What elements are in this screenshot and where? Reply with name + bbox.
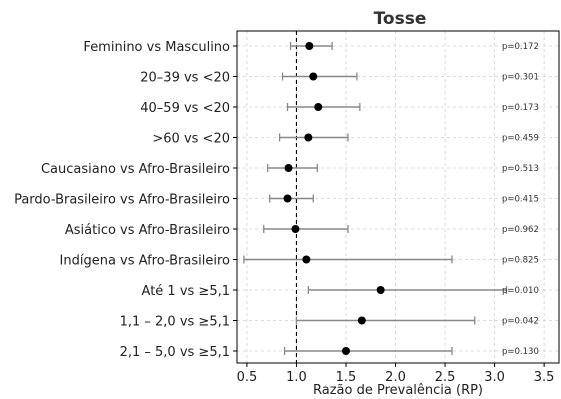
row-label: 40–59 vs <20	[140, 101, 230, 116]
x-tick-label: 2.0	[385, 370, 406, 385]
row-label: 2,1 – 5,0 vs ≥5,1	[120, 345, 230, 360]
p-value-label: p=0.513	[502, 164, 539, 174]
x-axis-label: Razão de Prevalência (RP)	[313, 383, 483, 398]
row-label: 1,1 – 2,0 vs ≥5,1	[120, 315, 230, 330]
p-value-label: p=0.042	[502, 317, 539, 327]
p-value-label: p=0.010	[502, 286, 539, 296]
row-label: Caucasiano vs Afro-Brasileiro	[41, 162, 230, 177]
x-tick-label: 1.0	[286, 370, 307, 385]
row-label: >60 vs <20	[152, 132, 230, 147]
x-tick-label: 3.0	[484, 370, 505, 385]
row-label: 20–39 vs <20	[140, 71, 230, 86]
p-value-label: p=0.962	[502, 225, 539, 235]
x-tick-label: 2.5	[435, 370, 456, 385]
p-value-label: p=0.172	[502, 42, 539, 52]
point-estimate	[284, 164, 293, 172]
point-estimate	[291, 225, 300, 233]
data-rows: Feminino vs Masculino p=0.172 20–39 vs <20…	[14, 40, 539, 360]
p-value-label: p=0.459	[502, 134, 539, 144]
x-tick-label: 0.5	[237, 370, 258, 385]
chart-title: Tosse	[374, 9, 427, 29]
point-estimate	[376, 286, 385, 294]
p-value-label: p=0.130	[502, 347, 539, 357]
x-axis-ticks: 0.5 1.0 1.5 2.0 2.5 3.0 3.5	[233, 45, 555, 385]
point-estimate	[283, 194, 292, 203]
point-estimate	[309, 72, 318, 81]
row-label: Até 1 vs ≥5,1	[142, 284, 230, 299]
p-value-label: p=0.301	[502, 73, 539, 83]
row-label: Pardo-Brasileiro vs Afro-Brasileiro	[14, 193, 230, 208]
point-estimate	[314, 103, 323, 111]
p-value-label: p=0.173	[502, 103, 539, 113]
point-estimate	[341, 347, 350, 355]
x-tick-label: 3.5	[534, 370, 555, 385]
row-label: Feminino vs Masculino	[83, 40, 230, 55]
row-label: Indígena vs Afro-Brasileiro	[60, 254, 231, 269]
x-tick-label: 1.5	[336, 370, 357, 385]
p-value-label: p=0.415	[502, 195, 539, 205]
row-label: Asiático vs Afro-Brasileiro	[65, 223, 230, 238]
point-estimate	[302, 255, 311, 264]
point-estimate	[357, 316, 366, 325]
point-estimate	[304, 133, 313, 142]
point-estimate	[305, 42, 314, 50]
p-value-label: p=0.825	[502, 256, 539, 266]
plot-frame	[236, 30, 560, 364]
